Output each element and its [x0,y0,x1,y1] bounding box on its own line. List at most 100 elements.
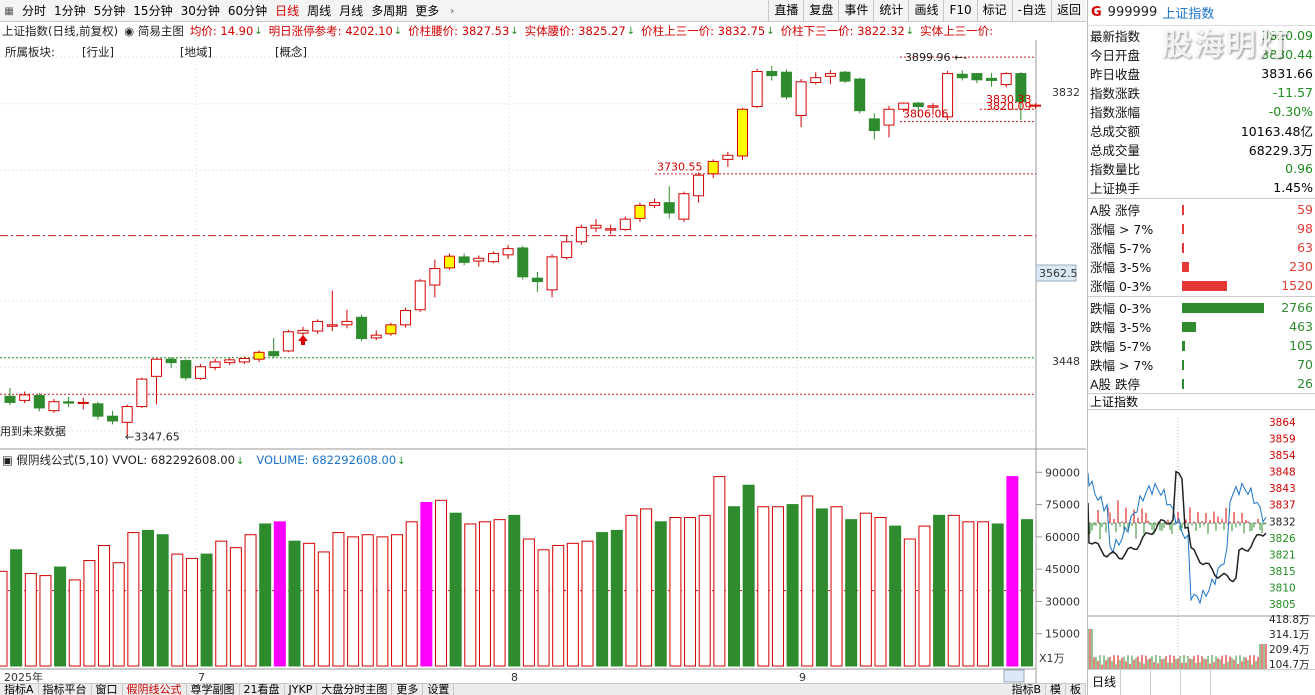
candle[interactable] [722,154,734,160]
tab-period-5[interactable]: 60分钟 [227,4,268,18]
candle[interactable] [649,202,661,206]
volume-bar[interactable] [127,532,140,667]
candle[interactable] [385,324,397,335]
volume-bar[interactable] [24,572,37,667]
volume-bar[interactable] [0,570,8,667]
tab-period-1[interactable]: 1分钟 [54,4,86,18]
bottom-tab-4[interactable]: 尊学副图 [187,684,240,695]
candle[interactable] [517,247,529,278]
volume-bar[interactable] [845,519,858,667]
tab-period-4[interactable]: 30分钟 [180,4,220,18]
volume-bar[interactable] [39,575,52,667]
volume-bar[interactable] [991,523,1004,667]
volume-bar[interactable] [728,506,740,667]
candle[interactable] [707,160,719,175]
volume-bar[interactable] [566,542,579,667]
tool-button-2[interactable]: 事件 [838,0,873,22]
volume-bar[interactable] [640,508,653,667]
volume-bar[interactable] [185,557,198,667]
volume-bar[interactable] [815,508,828,667]
volume-bar[interactable] [933,514,946,667]
volume-bar[interactable] [273,521,286,667]
bottom-tab-1[interactable]: 指标平台 [39,684,92,695]
volume-bar[interactable] [10,549,23,667]
candle[interactable] [942,73,954,118]
volume-bar[interactable] [68,579,81,667]
volume-bar[interactable] [112,562,125,667]
volume-bar[interactable] [977,521,990,667]
candle[interactable] [634,204,646,219]
tab-period-9[interactable]: 多周期 [371,4,408,18]
volume-bar[interactable] [537,549,550,667]
candle[interactable] [795,81,807,116]
candle[interactable] [971,73,983,81]
candle[interactable] [780,71,792,98]
candle[interactable] [458,256,470,263]
candle[interactable] [619,218,631,230]
candle[interactable] [575,226,587,243]
volume-bar[interactable] [303,542,316,667]
volume-bar[interactable] [654,521,667,667]
bottom-tab-9[interactable]: 设置 [423,684,455,695]
tool-button-7[interactable]: -自选 [1011,0,1051,22]
volume-bar[interactable] [903,538,916,667]
candle[interactable] [546,256,558,291]
candle[interactable] [839,71,851,82]
candle[interactable] [107,415,119,422]
candle[interactable] [63,401,75,404]
volume-bar[interactable] [742,484,755,667]
candle[interactable] [151,358,162,377]
candle[interactable] [180,360,192,379]
candle[interactable] [854,78,866,112]
scroll-handle[interactable] [1003,669,1025,683]
candle[interactable] [693,174,705,197]
candle[interactable] [824,73,836,77]
candle[interactable] [356,316,368,340]
candle[interactable] [487,252,499,263]
volume-bar[interactable] [361,534,374,667]
volume-formula-label[interactable]: ▣ 假阴线公式(5,10) VVOL: 682292608.00↓ [2,453,245,467]
quote-bottom-tab-3[interactable] [1181,670,1212,695]
tab-period-6[interactable]: 日线 [275,4,300,18]
volume-bar[interactable] [332,532,345,667]
volume-bar[interactable] [830,506,843,667]
volume-bar[interactable] [200,553,213,667]
volume-bar[interactable] [98,544,111,667]
tool-button-5[interactable]: F10 [943,0,976,22]
candle[interactable] [737,108,748,157]
candle[interactable] [561,241,573,259]
volume-bar[interactable] [918,525,931,667]
candle[interactable] [766,71,778,77]
volume-bar[interactable] [391,534,404,667]
volume-bar[interactable] [522,538,535,667]
volume-bar[interactable] [596,532,609,667]
candle[interactable] [77,401,89,404]
tool-button-1[interactable]: 复盘 [803,0,838,22]
candle[interactable] [912,102,924,108]
bottom-tab-6[interactable]: JYKP [285,684,318,695]
volume-bar[interactable] [859,512,872,667]
candle[interactable] [868,118,880,132]
volume-bar[interactable] [376,536,389,667]
tool-button-0[interactable]: 直播 [768,0,803,22]
candle[interactable] [224,359,236,364]
sector-item-2[interactable]: [概念] [275,45,307,59]
volume-bar[interactable] [962,521,975,667]
candle[interactable] [209,361,221,368]
candle[interactable] [253,351,265,360]
bottom-right-tab-1[interactable]: 模 [1046,684,1066,695]
tab-period-10[interactable]: 更多 [415,4,440,18]
candle[interactable] [1000,73,1012,86]
candle[interactable] [4,395,16,403]
bottom-tab-8[interactable]: 更多 [392,684,424,695]
candle[interactable] [121,406,133,423]
volume-bar[interactable] [83,560,96,667]
volume-bar[interactable] [435,499,447,667]
tool-button-3[interactable]: 统计 [873,0,908,22]
bottom-tab-3[interactable]: 假阴线公式 [123,684,187,695]
candle[interactable] [165,358,177,364]
tool-button-6[interactable]: 标记 [976,0,1012,22]
candle[interactable] [414,280,426,311]
tool-button-8[interactable]: 返回 [1050,0,1086,22]
volume-bar[interactable] [449,512,462,667]
